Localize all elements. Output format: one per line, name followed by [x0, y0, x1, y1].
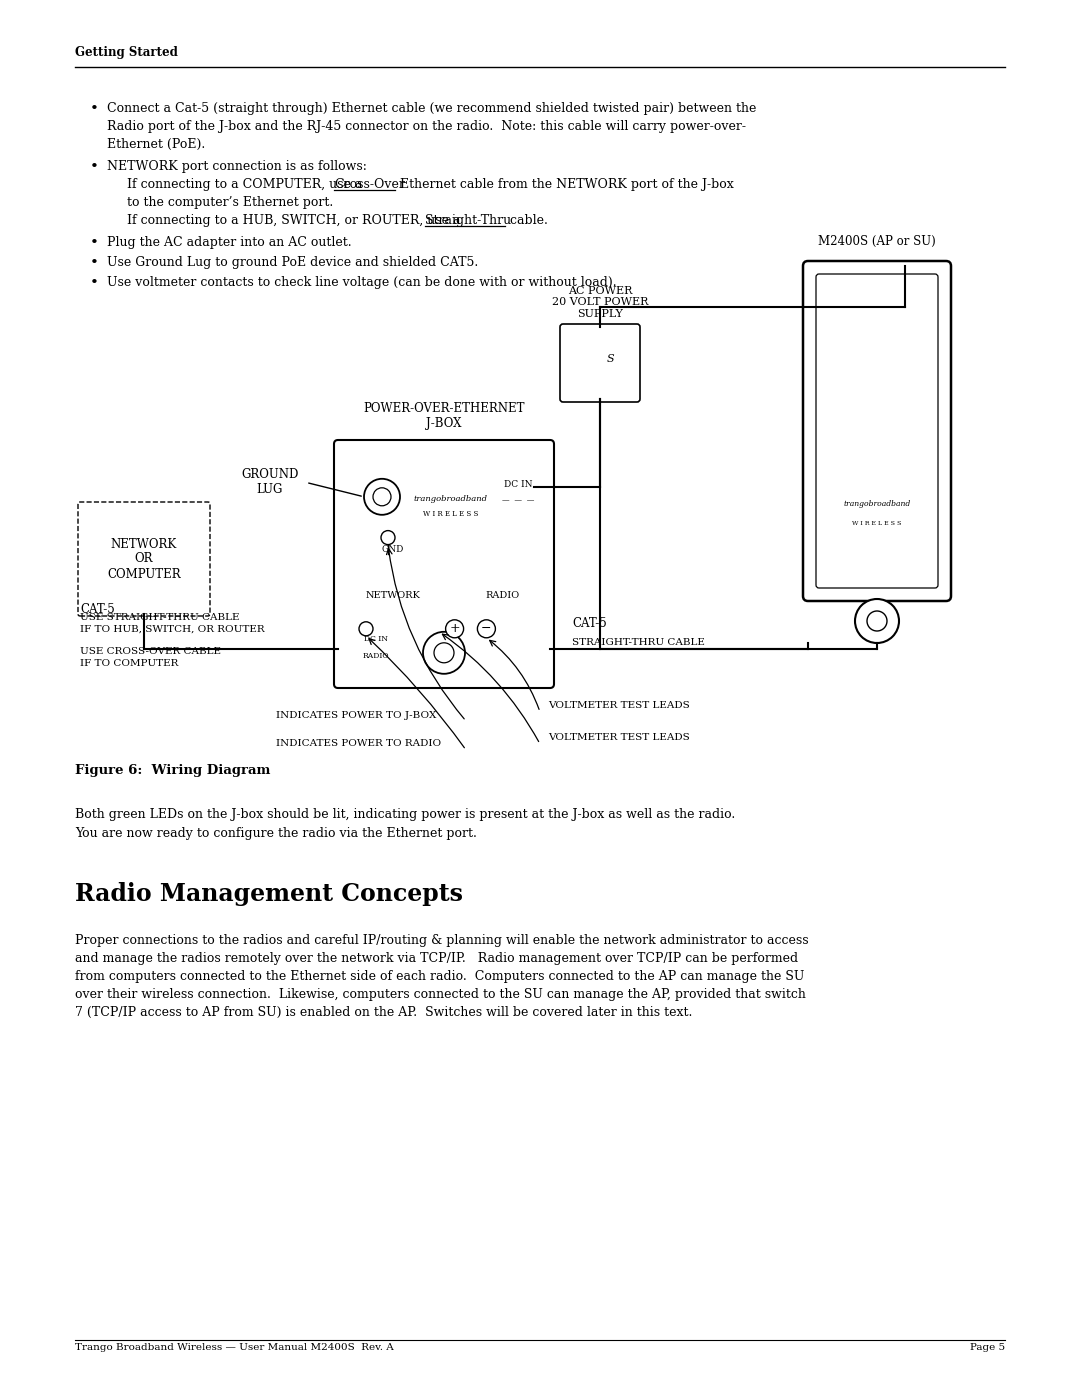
Text: S: S	[606, 355, 613, 365]
Text: If connecting to a COMPUTER, use a: If connecting to a COMPUTER, use a	[127, 177, 366, 191]
Text: −: −	[482, 622, 491, 636]
FancyBboxPatch shape	[78, 502, 210, 616]
Text: •: •	[90, 277, 99, 291]
Text: VOLTMETER TEST LEADS: VOLTMETER TEST LEADS	[548, 733, 690, 742]
Text: INDICATES POWER TO RADIO: INDICATES POWER TO RADIO	[276, 739, 441, 747]
Text: Use Ground Lug to ground PoE device and shielded CAT5.: Use Ground Lug to ground PoE device and …	[107, 256, 478, 270]
Text: Plug the AC adapter into an AC outlet.: Plug the AC adapter into an AC outlet.	[107, 236, 352, 249]
Text: cable.: cable.	[507, 214, 548, 226]
Text: W I R E L E S S: W I R E L E S S	[422, 510, 478, 518]
Text: USE CROSS-OVER CABLE
IF TO COMPUTER: USE CROSS-OVER CABLE IF TO COMPUTER	[80, 647, 221, 668]
Text: AC POWER
20 VOLT POWER
SUPPLY: AC POWER 20 VOLT POWER SUPPLY	[552, 286, 648, 319]
Circle shape	[359, 622, 373, 636]
Text: CAT-5: CAT-5	[80, 604, 114, 616]
Text: RADIO: RADIO	[363, 651, 389, 659]
Text: You are now ready to configure the radio via the Ethernet port.: You are now ready to configure the radio…	[75, 827, 477, 840]
Text: Figure 6:  Wiring Diagram: Figure 6: Wiring Diagram	[75, 764, 270, 777]
Text: Trango Broadband Wireless — User Manual M2400S  Rev. A: Trango Broadband Wireless — User Manual …	[75, 1343, 394, 1352]
Circle shape	[867, 610, 887, 631]
Text: Straight-Thru: Straight-Thru	[426, 214, 511, 226]
Text: If connecting to a HUB, SWITCH, or ROUTER, use a: If connecting to a HUB, SWITCH, or ROUTE…	[127, 214, 464, 226]
Text: Radio Management Concepts: Radio Management Concepts	[75, 882, 463, 907]
Text: +: +	[449, 622, 460, 636]
Circle shape	[855, 599, 899, 643]
Circle shape	[364, 479, 400, 515]
Circle shape	[434, 643, 454, 662]
Text: Page 5: Page 5	[970, 1343, 1005, 1352]
Text: M2400S (AP or SU): M2400S (AP or SU)	[819, 235, 936, 249]
FancyBboxPatch shape	[816, 274, 939, 588]
Text: trangobroadband: trangobroadband	[843, 500, 910, 507]
Text: NETWORK port connection is as follows:: NETWORK port connection is as follows:	[107, 161, 367, 173]
Circle shape	[373, 488, 391, 506]
Text: USE STRAIGHT-THRU CABLE
IF TO HUB, SWITCH, OR ROUTER: USE STRAIGHT-THRU CABLE IF TO HUB, SWITC…	[80, 613, 265, 634]
Circle shape	[477, 620, 496, 638]
Text: to the computer’s Ethernet port.: to the computer’s Ethernet port.	[127, 196, 334, 210]
Text: DC IN: DC IN	[503, 481, 532, 489]
FancyBboxPatch shape	[804, 261, 951, 601]
FancyBboxPatch shape	[561, 324, 640, 402]
Text: DC IN: DC IN	[364, 634, 388, 643]
Text: Proper connections to the radios and careful IP/routing & planning will enable t: Proper connections to the radios and car…	[75, 935, 809, 1018]
Text: GND: GND	[382, 545, 404, 555]
Text: trangobroadband: trangobroadband	[414, 495, 487, 503]
Text: •: •	[90, 102, 99, 116]
Text: Use voltmeter contacts to check line voltage (can be done with or without load).: Use voltmeter contacts to check line vol…	[107, 277, 617, 289]
Text: STRAIGHT-THRU CABLE: STRAIGHT-THRU CABLE	[572, 638, 705, 647]
Text: Cross-Over: Cross-Over	[334, 177, 405, 191]
Text: Ethernet cable from the NETWORK port of the J-box: Ethernet cable from the NETWORK port of …	[396, 177, 733, 191]
Text: Both green LEDs on the J-box should be lit, indicating power is present at the J: Both green LEDs on the J-box should be l…	[75, 807, 735, 821]
Text: NETWORK: NETWORK	[365, 591, 420, 599]
Text: •: •	[90, 256, 99, 270]
Text: INDICATES POWER TO J-BOX: INDICATES POWER TO J-BOX	[276, 711, 436, 719]
Text: VOLTMETER TEST LEADS: VOLTMETER TEST LEADS	[548, 701, 690, 710]
Circle shape	[446, 620, 463, 638]
Text: POWER-OVER-ETHERNET
J-BOX: POWER-OVER-ETHERNET J-BOX	[363, 402, 525, 430]
FancyBboxPatch shape	[334, 440, 554, 687]
Text: Getting Started: Getting Started	[75, 46, 178, 59]
Text: NETWORK
OR
COMPUTER: NETWORK OR COMPUTER	[107, 538, 180, 581]
Text: •: •	[90, 236, 99, 250]
Text: •: •	[90, 161, 99, 175]
Text: GROUND
LUG: GROUND LUG	[241, 468, 299, 496]
Text: —  —  —: — — —	[502, 496, 535, 503]
Text: RADIO: RADIO	[485, 591, 519, 599]
Text: CAT-5: CAT-5	[572, 617, 607, 630]
Circle shape	[423, 631, 465, 673]
Text: W I R E L E S S: W I R E L E S S	[852, 521, 902, 525]
Circle shape	[381, 531, 395, 545]
Text: Connect a Cat-5 (straight through) Ethernet cable (we recommend shielded twisted: Connect a Cat-5 (straight through) Ether…	[107, 102, 756, 151]
